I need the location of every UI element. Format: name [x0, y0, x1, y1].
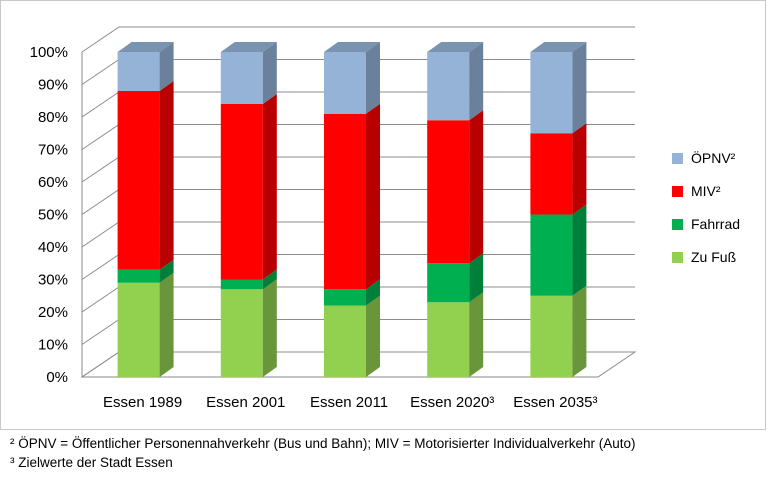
y-tick-label: 90%: [38, 77, 68, 94]
bar-segment-side: [469, 253, 484, 303]
legend-label: ÖPNV²: [691, 149, 736, 166]
bar-segment-side: [159, 42, 174, 91]
bar-segment: [324, 305, 366, 377]
footnote-abbreviations: ² ÖPNV = Öffentlicher Personennahverkehr…: [10, 436, 636, 451]
bar-top: [530, 42, 587, 52]
bar-top: [220, 42, 277, 52]
bar-segment-side: [366, 103, 380, 290]
bar-segment: [427, 302, 470, 377]
bar-top: [324, 42, 380, 52]
bar-segment: [530, 295, 573, 377]
bar-segment: [324, 289, 366, 306]
y-tick-label: 30%: [38, 272, 68, 289]
bar-segment: [117, 91, 160, 270]
bar-segment: [324, 52, 366, 114]
y-tick-label: 100%: [30, 44, 68, 61]
bar-segment-side: [262, 42, 277, 104]
bar-segment-side: [366, 42, 380, 114]
legend-label: Fahrrad: [691, 216, 740, 232]
bar-segment: [117, 282, 160, 377]
bar-segment: [427, 120, 470, 264]
bar-segment: [220, 279, 263, 290]
legend-swatch: [672, 252, 683, 263]
bar-segment: [427, 52, 470, 121]
chart: 0% 10% 20% 30% 40% 50% 60% 70% 80% 90% 100% Essen 1…: [30, 26, 740, 411]
bar-segment: [220, 104, 263, 280]
y-tick-label: 40%: [38, 239, 68, 256]
bar-stack: [324, 42, 380, 377]
bar-top: [427, 42, 484, 52]
bar-stack: [530, 42, 587, 377]
bar-segment-side: [572, 123, 587, 215]
bar-top: [117, 42, 174, 52]
bar-stack: [117, 42, 174, 377]
bar-segment-side: [366, 295, 380, 377]
bar-segment-side: [469, 292, 484, 377]
x-tick-label: Essen 2020³: [410, 394, 494, 411]
chart-frame: [0, 0, 766, 430]
legend-swatch: [672, 186, 683, 197]
bar-stack: [427, 42, 484, 377]
bar-segment-side: [159, 272, 174, 377]
gridline: [81, 26, 635, 53]
bar-segment: [117, 52, 160, 91]
bar-segment-side: [262, 94, 277, 280]
bar-segment: [324, 113, 366, 290]
legend-entry: Fahrrad: [672, 216, 740, 232]
bar-segment: [220, 52, 263, 104]
bar-stack: [220, 42, 277, 377]
bar-segment-side: [366, 279, 380, 306]
x-tick-label: Essen 2001: [206, 394, 285, 411]
y-tick-label: 60%: [38, 174, 68, 191]
y-tick-label: 50%: [38, 207, 68, 224]
x-tick-label: Essen 2035³: [513, 394, 597, 411]
bar-segment-side: [262, 279, 277, 377]
y-tick-label: 80%: [38, 109, 68, 126]
x-tick-label: Essen 1989: [103, 394, 182, 411]
bar-segment: [427, 263, 470, 303]
bar-segment: [530, 52, 573, 134]
bar-segment-side: [159, 259, 174, 283]
bar-segment-side: [159, 81, 174, 270]
bar-segment: [117, 269, 160, 283]
bar-segment-side: [572, 42, 587, 134]
footnote-targets: ³ Zielwerte der Stadt Essen: [10, 455, 173, 470]
y-tick-label: 10%: [38, 337, 68, 354]
bar-segment-side: [469, 42, 484, 121]
x-tick-label: Essen 2011: [310, 394, 388, 411]
footnotes: ² ÖPNV = Öffentlicher Personennahverkehr…: [10, 434, 636, 472]
legend-entry: MIV²: [672, 183, 721, 199]
bar-segment: [530, 214, 573, 296]
bar-segment: [530, 133, 573, 215]
bar-segment-side: [469, 110, 484, 264]
legend-label: Zu Fuß: [691, 249, 736, 265]
legend-label: MIV²: [691, 183, 721, 199]
legend-entry: ÖPNV²: [672, 149, 736, 166]
y-tick-label: 70%: [38, 142, 68, 159]
bar-segment-side: [572, 285, 587, 377]
y-tick-label: 0%: [46, 369, 68, 386]
y-tick-label: 20%: [38, 304, 68, 321]
bar-segment: [220, 289, 263, 377]
bar-segment-side: [572, 204, 587, 296]
legend-swatch: [672, 219, 683, 230]
bar-segment-side: [262, 269, 277, 290]
legend-swatch: [672, 153, 683, 164]
legend-entry: Zu Fuß: [672, 249, 736, 265]
